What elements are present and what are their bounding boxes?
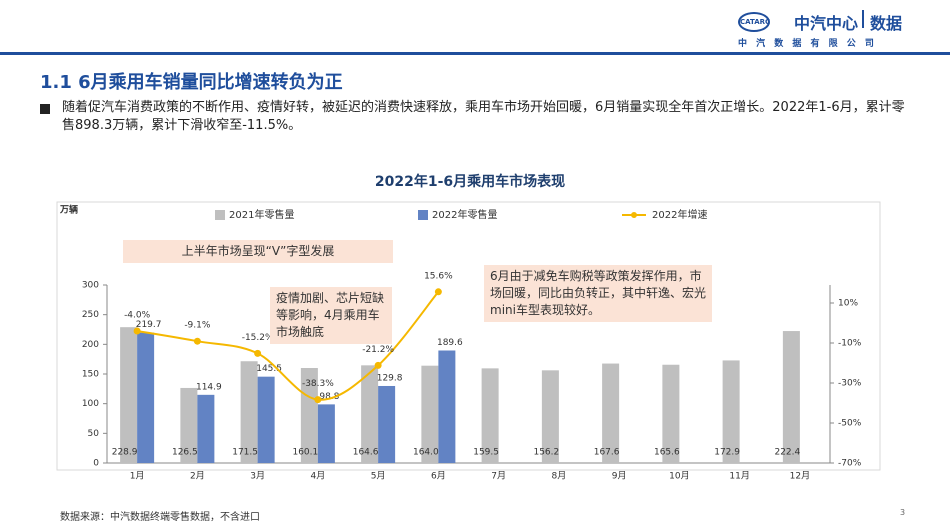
y-tick-label: 150 [82, 370, 99, 380]
x-tick-label: 7月 [491, 471, 506, 482]
bar [782, 331, 800, 463]
brand: 中汽中心 [794, 14, 859, 33]
bar [438, 350, 456, 463]
data-label: 172.9 [714, 448, 740, 458]
bar [120, 327, 138, 463]
data-label: 98.8 [319, 392, 339, 402]
source: 数据来源：中汽数据终端零售数据，不含进口 [60, 512, 260, 523]
bar [481, 368, 499, 463]
line-point [193, 337, 201, 345]
y-tick-label: 200 [82, 340, 99, 350]
bullet-mark [40, 104, 50, 114]
data-label: 171.5 [232, 448, 258, 458]
data-label: 159.5 [473, 448, 499, 458]
legend-label: 2022年零售量 [432, 208, 497, 221]
legend-dot [631, 212, 637, 218]
y2-tick-label: -30% [838, 379, 862, 389]
bullet-text: 随着促汽车消费政策的不断作用、疫情好转，被延迟的消费快速释放，乘用车市场开始回暖… [62, 100, 905, 133]
y2-tick-label: -10% [838, 339, 862, 349]
line-point [374, 361, 382, 369]
data-label: 189.6 [437, 338, 463, 348]
bar [602, 363, 620, 463]
x-tick-label: 8月 [552, 471, 567, 482]
y2-tick-label: 10% [838, 299, 858, 309]
line-point [254, 349, 262, 357]
data-label: -21.2% [362, 345, 394, 355]
data-label: 164.0 [413, 448, 439, 458]
data-label: 164.6 [353, 448, 379, 458]
data-label: 228.9 [112, 448, 138, 458]
data-label: 219.7 [136, 320, 162, 330]
bar [361, 365, 379, 463]
company: 中 汽 数 据 有 限 公 司 [738, 39, 877, 49]
x-tick-label: 9月 [612, 471, 627, 482]
y-tick-label: 100 [82, 399, 99, 409]
x-tick-label: 12月 [790, 471, 810, 482]
x-tick-label: 4月 [311, 471, 326, 482]
annotation: 6月由于减免车购税等政策发挥作用，市场回暖，同比由负转正，其中轩逸、宏光mini… [484, 265, 712, 322]
x-tick-label: 6月 [431, 471, 446, 482]
data-label: 145.5 [256, 364, 282, 374]
legend-label: 2022年增速 [652, 208, 707, 221]
data-label: 222.4 [774, 448, 800, 458]
bar [137, 332, 155, 463]
bar [378, 385, 396, 463]
page-number: 3 [900, 508, 906, 517]
data-label: -38.3% [302, 379, 334, 389]
line-point [314, 396, 322, 404]
bar [722, 360, 740, 463]
x-tick-label: 11月 [729, 471, 749, 482]
bar [257, 376, 275, 463]
bar [180, 387, 198, 463]
data-label: 15.6% [424, 271, 453, 281]
x-tick-label: 5月 [371, 471, 386, 482]
y2-tick-label: -50% [838, 419, 862, 429]
bar [240, 361, 258, 463]
bar [300, 368, 318, 463]
data-label: 167.6 [594, 448, 620, 458]
data-label: -4.0% [124, 311, 151, 321]
legend-label: 2021年零售量 [229, 208, 294, 221]
legend-swatch [418, 210, 428, 220]
y-tick-label: 250 [82, 310, 99, 320]
data-label: 156.2 [533, 448, 559, 458]
data-label: 126.5 [172, 448, 198, 458]
data-label: 160.1 [292, 448, 318, 458]
x-tick-label: 1月 [130, 471, 145, 482]
data-label: 129.8 [377, 373, 403, 383]
x-tick-label: 3月 [250, 471, 265, 482]
bar [541, 370, 559, 463]
annotation: 上半年市场呈现“V”字型发展 [123, 240, 393, 263]
bar [421, 365, 439, 463]
chart-title: 2022年1-6月乘用车市场表现 [375, 173, 565, 190]
x-tick-label: 2月 [190, 471, 205, 482]
bar [317, 404, 335, 463]
slide-title: 1.1 6月乘用车销量同比增速转负为正 [40, 72, 343, 93]
data-label: 165.6 [654, 448, 680, 458]
data-label: -15.2% [242, 333, 274, 343]
y2-tick-label: -70% [838, 459, 862, 469]
x-tick-label: 10月 [669, 471, 689, 482]
y-tick-label: 300 [82, 281, 99, 291]
annotation: 疫情加剧、芯片短缺等影响，4月乘用车市场触底 [270, 287, 392, 344]
header-rule [0, 52, 950, 55]
y-unit: 万辆 [59, 204, 78, 216]
legend-swatch [215, 210, 225, 220]
y-tick-label: 50 [88, 429, 100, 439]
bar [197, 394, 215, 463]
data-label: 114.9 [196, 382, 222, 392]
brand-sub: 数据 [870, 14, 903, 33]
chart-frame [56, 201, 881, 471]
line-point [434, 288, 442, 296]
y-tick-label: 0 [93, 459, 99, 469]
data-label: -9.1% [184, 321, 211, 331]
brand-divider [862, 10, 864, 28]
line-point [133, 327, 141, 335]
bar [662, 364, 680, 463]
logo-mark: CATARC [738, 12, 770, 32]
